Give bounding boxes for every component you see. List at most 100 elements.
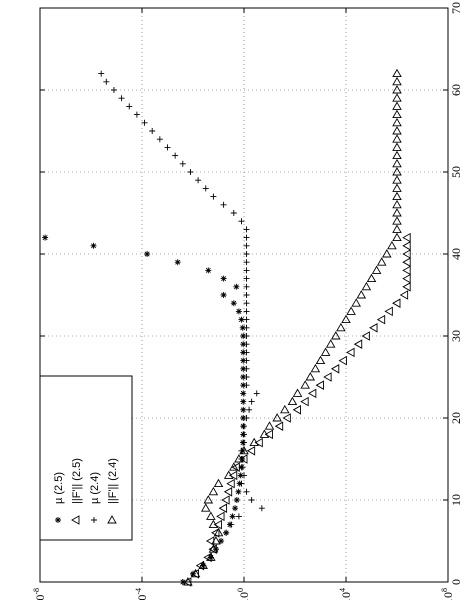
data-point: [280, 404, 290, 414]
data-point: [238, 316, 245, 323]
data-point: [346, 306, 356, 315]
legend-marker: [91, 517, 97, 523]
data-point: [149, 128, 156, 134]
data-point: [300, 396, 309, 407]
data-point: [376, 314, 386, 325]
data-point: [300, 380, 310, 389]
data-point: [392, 183, 402, 192]
data-point: [243, 259, 250, 266]
x-tick-label: 70: [449, 2, 463, 14]
data-point: [392, 167, 402, 176]
data-point: [243, 374, 250, 380]
data-point: [239, 464, 246, 471]
data-point: [240, 349, 247, 356]
data-point: [330, 364, 340, 374]
data-point: [399, 290, 409, 300]
data-point: [208, 544, 219, 553]
data-point: [392, 134, 402, 143]
data-point: [243, 341, 250, 348]
data-point: [292, 388, 303, 397]
data-point: [240, 333, 247, 339]
data-point: [126, 103, 133, 110]
data-point: [237, 472, 244, 479]
legend-box: [39, 375, 133, 541]
data-point: [243, 226, 250, 233]
legend-label: ||F'|| (2.5): [71, 458, 83, 504]
data-point: [392, 142, 402, 151]
data-point: [110, 87, 117, 93]
data-point: [230, 210, 237, 216]
data-point: [220, 292, 227, 298]
data-point: [221, 495, 230, 505]
data-point: [258, 505, 265, 512]
data-point: [392, 208, 402, 217]
data-point: [341, 314, 351, 324]
data-point: [239, 445, 249, 455]
data-point: [392, 224, 402, 233]
data-point: [183, 577, 193, 586]
data-point: [292, 405, 301, 415]
data-point: [243, 251, 250, 257]
data-point: [228, 470, 238, 481]
data-point: [235, 513, 242, 520]
data-point: [307, 388, 317, 399]
data-point: [259, 429, 270, 438]
data-point: [233, 283, 240, 290]
data-point: [203, 495, 214, 504]
data-point: [240, 406, 247, 413]
data-point: [320, 347, 331, 356]
data-point: [392, 150, 402, 160]
data-point: [392, 101, 402, 110]
data-point: [198, 560, 208, 570]
data-point: [229, 462, 239, 471]
data-point: [218, 503, 228, 513]
data-point: [216, 511, 225, 522]
data-point: [235, 488, 242, 495]
y-tick-label: 10-8: [32, 588, 47, 605]
data-point: [42, 234, 49, 241]
svg-text:10-8: 10-8: [32, 588, 47, 600]
data-point: [274, 421, 284, 431]
data-point: [223, 487, 233, 497]
data-point: [240, 341, 247, 348]
data-point: [133, 111, 140, 118]
data-point: [356, 290, 367, 299]
data-point: [235, 308, 242, 315]
data-point: [213, 519, 222, 530]
data-point: [241, 423, 247, 430]
data-point: [376, 257, 387, 266]
data-point: [392, 175, 402, 184]
data-point: [402, 232, 411, 243]
data-point: [118, 95, 125, 102]
data-marks: [42, 68, 411, 587]
data-point: [223, 470, 234, 479]
data-point: [402, 249, 411, 259]
data-point: [331, 331, 341, 340]
data-point: [387, 240, 397, 250]
data-point: [240, 398, 247, 405]
data-point: [98, 70, 105, 77]
data-point: [240, 365, 247, 372]
data-point: [243, 300, 250, 307]
data-point: [243, 488, 250, 495]
data-point: [238, 218, 245, 225]
data-point: [248, 497, 255, 503]
data-point: [239, 454, 248, 464]
data-point: [366, 273, 377, 283]
legend-label: ||F'|| (2.4): [107, 458, 119, 504]
svg-text:10-4: 10-4: [134, 588, 149, 600]
data-point: [243, 324, 250, 331]
x-tick-label: 60: [449, 84, 463, 96]
x-tick-label: 30: [449, 330, 463, 342]
data-point: [392, 199, 402, 209]
data-point: [172, 152, 179, 159]
legend-label: µ (2.5): [53, 472, 65, 504]
data-point: [240, 415, 247, 421]
data-point: [402, 241, 411, 251]
data-point: [205, 267, 212, 274]
data-point: [402, 273, 411, 284]
data-point: [392, 298, 401, 308]
data-point: [179, 579, 186, 585]
data-point: [200, 503, 211, 512]
